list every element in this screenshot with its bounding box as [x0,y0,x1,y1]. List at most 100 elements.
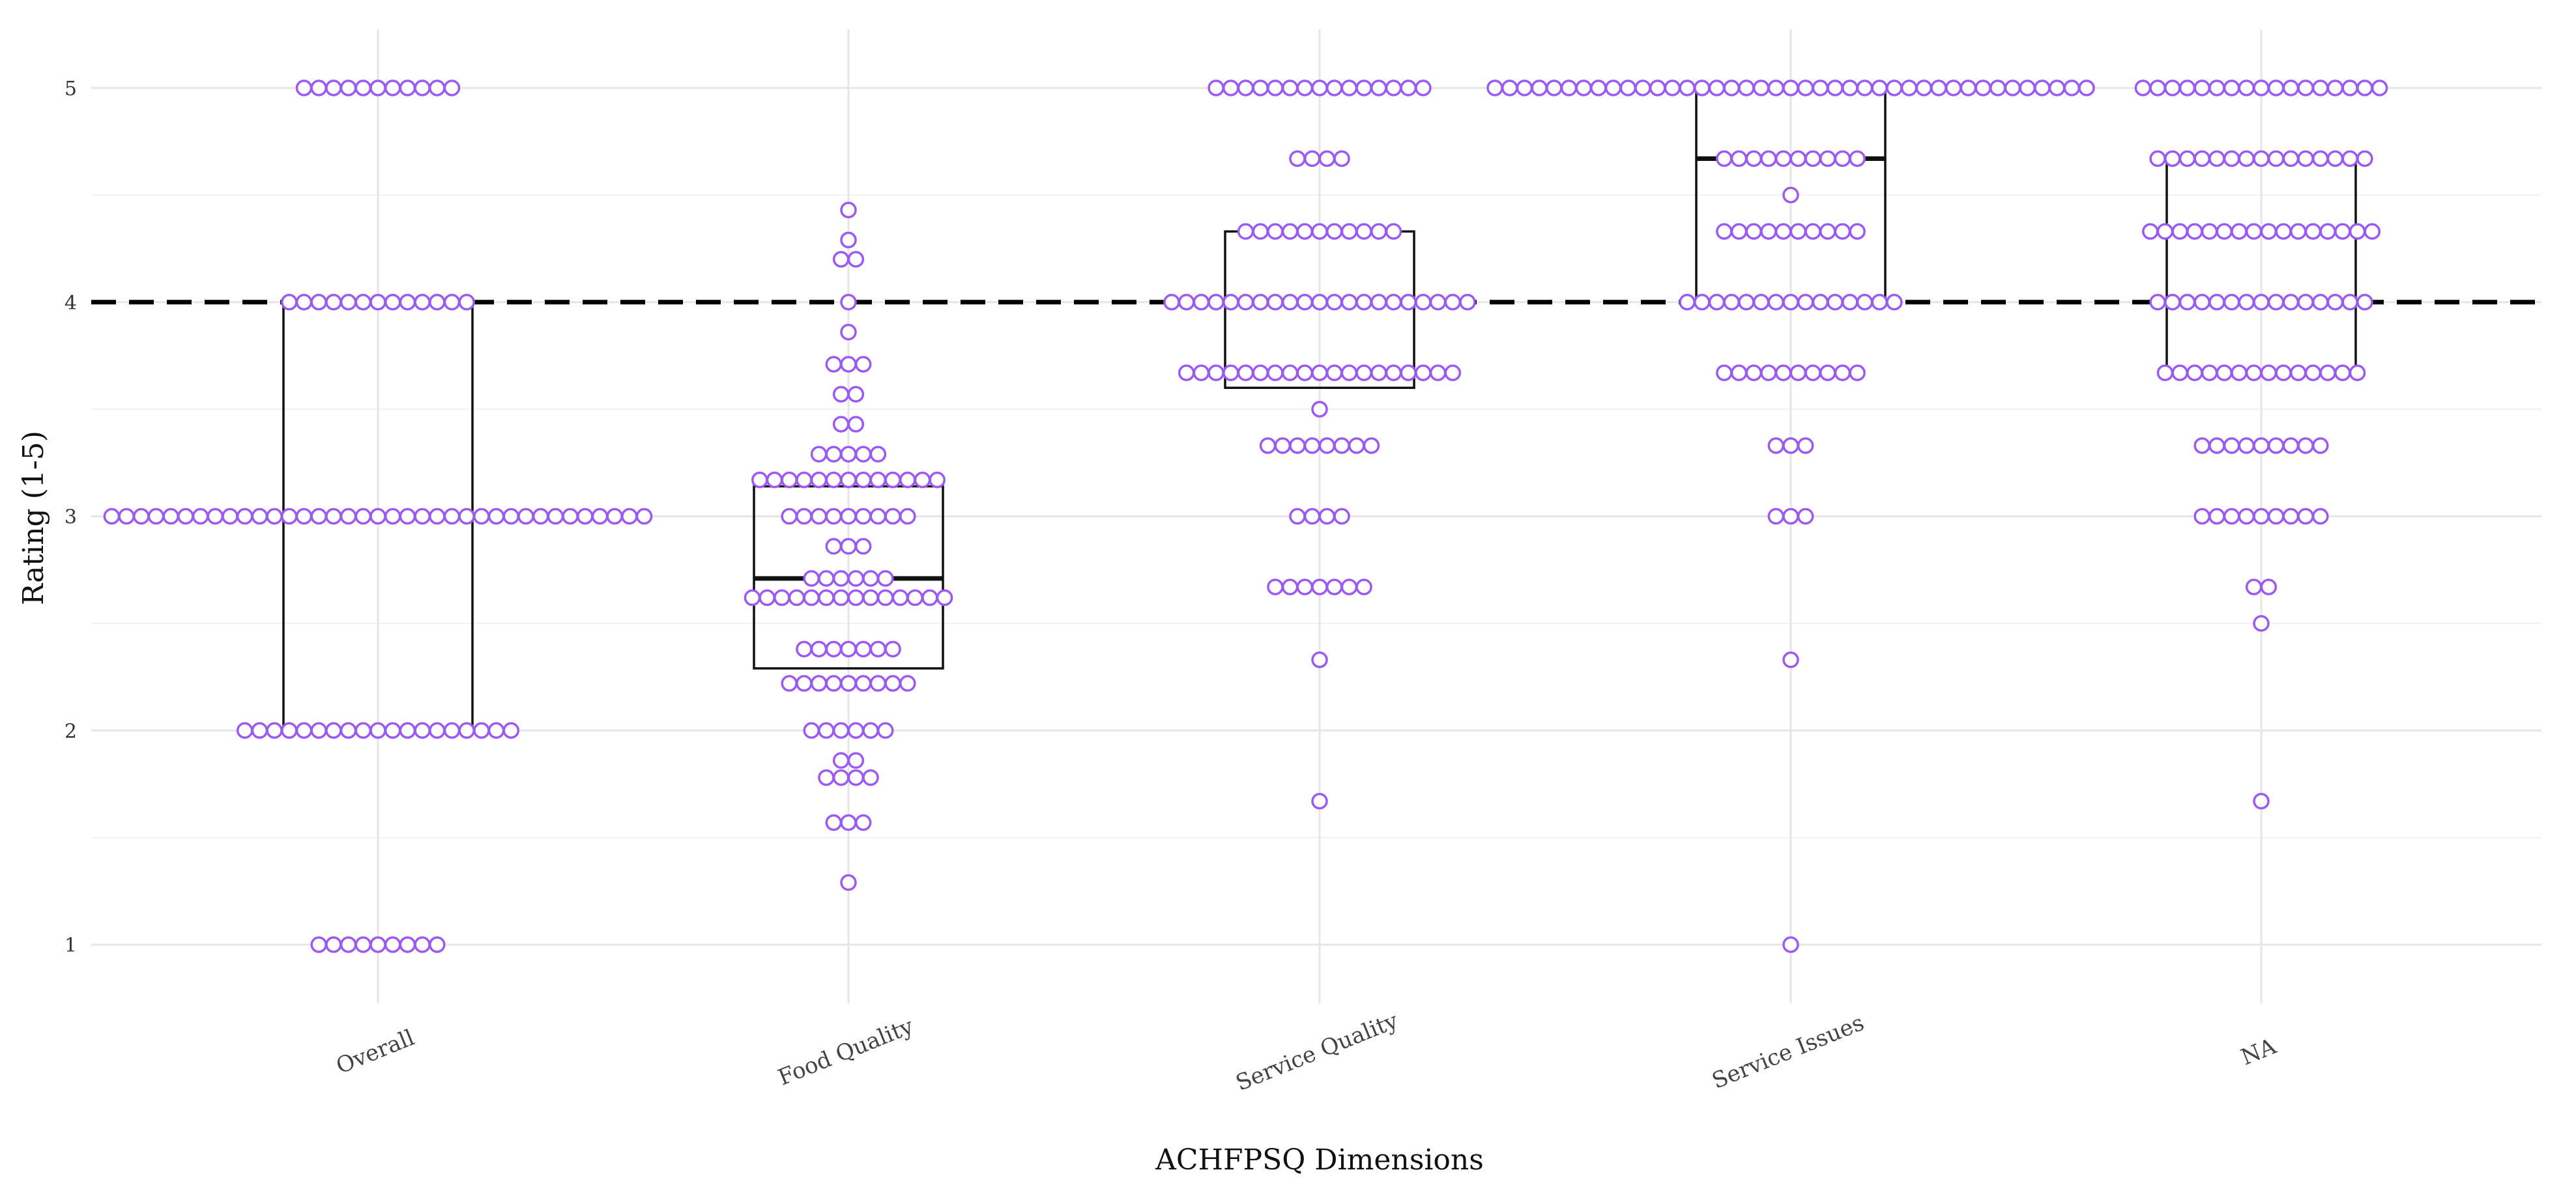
data-point [906,589,923,607]
data-point [832,251,850,268]
data-point [369,79,386,96]
data-point [2341,150,2358,167]
data-point [1281,579,1299,595]
data-point [1415,364,1432,381]
data-point [2267,150,2285,167]
data-point [355,79,372,96]
data-point [1333,150,1350,167]
data-point [1760,223,1777,240]
data-point [2297,150,2314,167]
data-point [443,79,461,96]
data-point [2216,223,2233,240]
data-point [2193,508,2210,525]
data-point [796,675,813,692]
data-point [2223,294,2240,311]
x-tick-label: Service Quality [1232,1007,1402,1096]
data-point [2326,79,2344,96]
data-point [2223,508,2240,525]
data-point [1311,792,1328,810]
data-point [2349,223,2366,240]
data-point [2178,79,2196,96]
data-point [1178,364,1195,381]
data-point [810,471,828,489]
data-point [1311,79,1328,96]
data-point [810,640,828,658]
data-point [2341,79,2358,96]
data-point [2253,615,2270,632]
data-point [2208,508,2225,525]
data-point [369,936,386,953]
data-point [796,471,813,489]
data-point [847,752,865,769]
data-point [1871,294,1888,311]
data-point [840,356,857,373]
data-point [2171,364,2188,381]
data-point [1782,437,1799,454]
data-point [1333,508,1350,525]
data-point [1575,79,1592,96]
data-point [877,589,894,607]
data-point [774,589,790,607]
data-point [295,79,313,96]
data-point [1716,150,1733,167]
data-point [1546,79,1563,96]
data-point [884,640,901,658]
data-point [1679,79,1696,96]
data-point [1281,364,1299,381]
data-point [1752,294,1770,311]
data-point [1355,364,1372,381]
data-point [1842,294,1859,311]
data-point [869,471,887,489]
data-point [1303,437,1321,454]
data-point [369,294,386,311]
data-point [1267,579,1284,595]
data-point [2253,508,2270,525]
x-tick-label: Overall [332,1025,418,1080]
data-point [2312,294,2329,311]
data-point [2297,294,2314,311]
data-point [1208,79,1224,96]
data-point [744,589,761,607]
data-point [1945,79,1962,96]
data-point [936,589,953,607]
data-point [2171,223,2188,240]
data-point [399,936,416,953]
data-point [1767,79,1785,96]
data-point [2356,79,2373,96]
data-point [825,814,843,831]
data-point [1296,579,1314,595]
data-point [2208,150,2225,167]
data-point [1679,294,1696,311]
data-point [832,769,850,786]
data-point [1267,79,1284,96]
data-point [2178,150,2196,167]
data-point [2004,79,2021,96]
data-point [1259,437,1277,454]
data-point [847,589,865,607]
data-point [1340,364,1358,381]
data-point [458,508,475,525]
data-point [2282,294,2300,311]
data-point [606,508,623,525]
data-point [473,508,490,525]
data-point [2238,150,2255,167]
data-point [414,936,431,953]
data-point [384,294,401,311]
data-point [473,722,490,739]
data-point [1237,79,1254,96]
data-point [2326,150,2344,167]
data-point [1303,508,1321,525]
x-tick-label: Service Issues [1709,1010,1868,1095]
data-point [399,508,416,525]
data-point [840,640,857,658]
data-point [2238,294,2255,311]
data-point [899,508,916,525]
data-point [281,294,298,311]
data-point [1767,437,1785,454]
data-point [1223,364,1239,381]
data-point [2356,294,2373,311]
data-point [1849,223,1866,240]
data-point [2238,508,2255,525]
data-point [577,508,594,525]
